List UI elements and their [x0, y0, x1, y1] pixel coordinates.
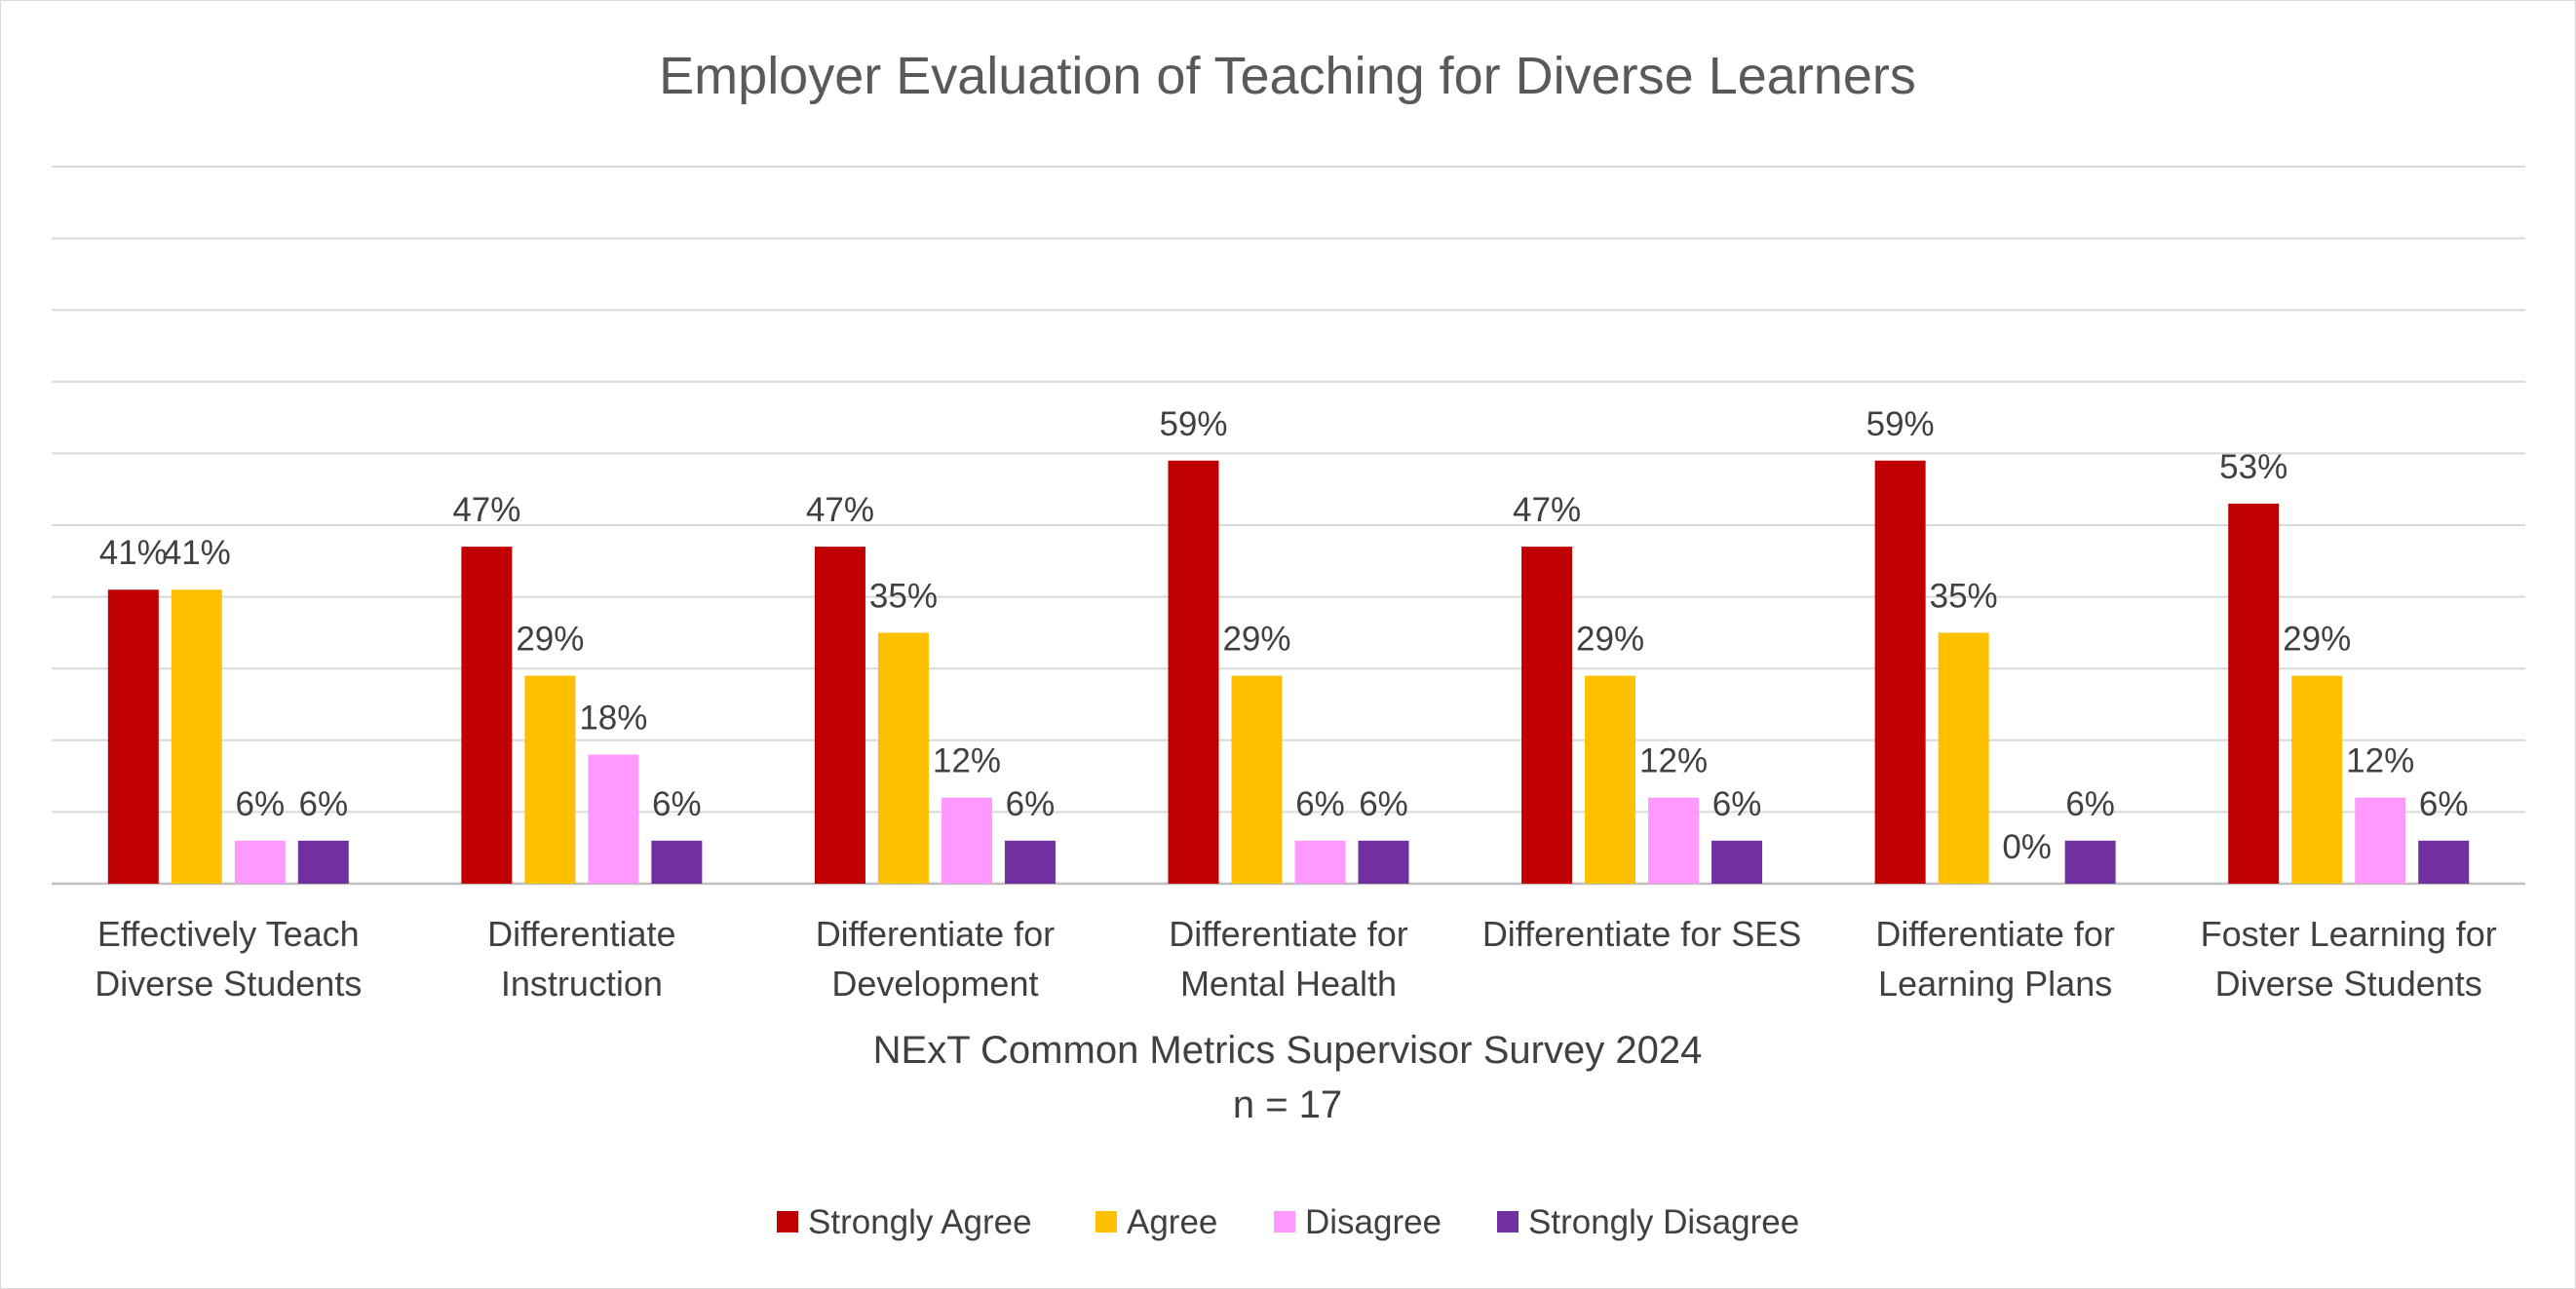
- legend-label: Strongly Disagree: [1528, 1203, 1799, 1241]
- legend-swatch: [1096, 1211, 1117, 1232]
- bar-disagree: [234, 840, 286, 884]
- x-axis-title: NExT Common Metrics Supervisor Survey 20…: [873, 1029, 1703, 1072]
- data-label: 6%: [2419, 785, 2469, 823]
- bar-agree: [1938, 632, 1989, 884]
- data-label: 6%: [1295, 785, 1345, 823]
- legend-swatch: [1497, 1211, 1519, 1232]
- data-label: 6%: [298, 785, 348, 823]
- bar-strongly-disagree: [1004, 840, 1056, 884]
- data-label: 35%: [869, 577, 938, 615]
- legend-swatch: [777, 1211, 798, 1232]
- category-label: Differentiate for: [816, 914, 1055, 954]
- category-label: Differentiate for: [1875, 914, 2114, 954]
- data-label: 47%: [1513, 491, 1581, 529]
- bar-strongly-disagree: [297, 840, 349, 884]
- category-label: Differentiate for SES: [1482, 914, 1802, 954]
- data-label: 6%: [652, 785, 702, 823]
- data-labels: 41%41%6% 6%47%29%18%6%47%35%12%6%59%29%6%…: [99, 405, 2469, 866]
- bar-strongly-disagree: [1358, 840, 1409, 884]
- chart-title: Employer Evaluation of Teaching for Dive…: [659, 47, 1916, 105]
- data-label: 41%: [163, 534, 231, 572]
- bar-strongly-agree: [2228, 503, 2280, 884]
- data-label: 47%: [806, 491, 874, 529]
- category-label: Instruction: [501, 964, 663, 1004]
- category-label: Diverse Students: [95, 964, 362, 1004]
- gridlines: [52, 166, 2525, 886]
- legend-label: Disagree: [1305, 1203, 1442, 1241]
- x-axis-subtitle: n = 17: [1233, 1083, 1342, 1126]
- bar-disagree: [2355, 797, 2406, 884]
- category-label: Mental Health: [1180, 964, 1397, 1004]
- data-label: 41%: [99, 534, 168, 572]
- bar-disagree: [588, 754, 639, 884]
- category-label: Development: [831, 964, 1038, 1004]
- bar-strongly-disagree: [2418, 840, 2470, 884]
- bar-agree: [524, 675, 576, 884]
- bars: [107, 460, 2470, 884]
- data-label: 6%: [2065, 785, 2115, 823]
- bar-strongly-agree: [814, 547, 865, 884]
- data-label: 47%: [452, 491, 520, 529]
- data-label: 0%: [2002, 828, 2052, 866]
- category-label: Diverse Students: [2215, 964, 2482, 1004]
- data-label: 12%: [933, 742, 1001, 780]
- bar-strongly-agree: [1168, 460, 1219, 884]
- bar-strongly-disagree: [2064, 840, 2116, 884]
- data-label: 29%: [2283, 621, 2351, 659]
- bar-agree: [171, 589, 222, 884]
- data-label: 59%: [1159, 405, 1227, 443]
- data-label: 59%: [1866, 405, 1935, 443]
- bar-agree: [2291, 675, 2343, 884]
- category-label: Differentiate for: [1169, 914, 1407, 954]
- legend-label: Agree: [1127, 1203, 1217, 1241]
- data-label: 6%: [1359, 785, 1408, 823]
- bar-strongly-agree: [107, 589, 159, 884]
- data-label: 12%: [1639, 742, 1708, 780]
- category-labels: Effectively Teach Diverse Students Differe…: [95, 914, 2497, 1004]
- data-label: 53%: [2219, 448, 2288, 486]
- data-label: 29%: [1222, 621, 1290, 659]
- data-label: 35%: [1930, 577, 1998, 615]
- bar-agree: [1231, 675, 1283, 884]
- category-label: Effectively Teach: [97, 914, 360, 954]
- bar-disagree: [941, 797, 992, 884]
- bar-disagree: [1294, 840, 1346, 884]
- bar-agree: [1585, 675, 1636, 884]
- legend-swatch: [1274, 1211, 1295, 1232]
- bar-disagree: [1648, 797, 1700, 884]
- data-label: 12%: [2346, 742, 2414, 780]
- legend: Strongly Agree Agree Disagree Strongly Disa…: [777, 1203, 1799, 1241]
- data-label: 29%: [1576, 621, 1644, 659]
- legend-label: Strongly Agree: [808, 1203, 1032, 1241]
- data-label: 6%: [1006, 785, 1056, 823]
- category-label: Foster Learning for: [2201, 914, 2497, 954]
- category-label: Differentiate: [487, 914, 675, 954]
- bar-strongly-agree: [1521, 547, 1573, 884]
- data-label: 6%: [1712, 785, 1762, 823]
- category-label: Learning Plans: [1878, 964, 2112, 1004]
- bar-strongly-agree: [461, 547, 513, 884]
- bar-strongly-agree: [1874, 460, 1926, 884]
- bar-strongly-disagree: [651, 840, 703, 884]
- data-label: 18%: [579, 700, 647, 738]
- data-label: 6%: [235, 785, 285, 823]
- bar-agree: [877, 632, 929, 884]
- bar-strongly-disagree: [1711, 840, 1763, 884]
- data-label: 29%: [516, 621, 584, 659]
